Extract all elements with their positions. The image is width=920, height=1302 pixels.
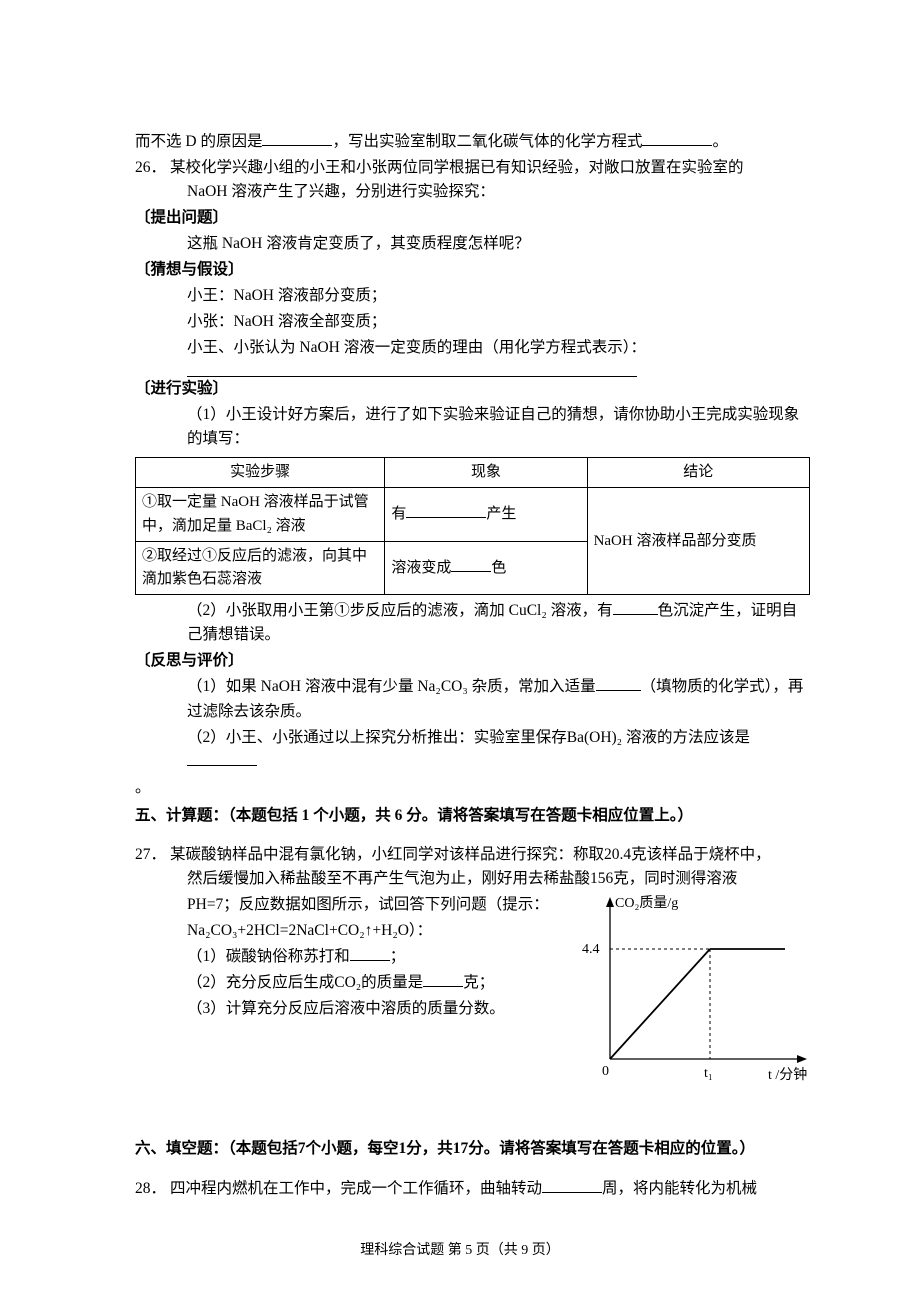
phen1: 有 产生 — [385, 488, 587, 542]
step2: ②取经过①反应后的滤液，向其中滴加紫色石蕊溶液 — [136, 541, 385, 595]
q26-h4: 〔反思与评价〕 — [135, 649, 810, 673]
text: 而不选 D 的原因是 — [135, 133, 262, 150]
q26: 26． 某校化学兴趣小组的小王和小张两位同学根据已有知识经验，对敞口放置在实验室… — [135, 156, 810, 180]
top-line: 而不选 D 的原因是 ，写出实验室制取二氧化碳气体的化学方程式 。 — [135, 130, 810, 154]
chart-svg: CO₂质量/g 4.4 0 t₁ t /分钟 — [570, 889, 820, 1099]
conclusion: NaOH 溶液样品部分变质 — [587, 488, 809, 595]
q26-exp2: （2）小张取用小王第①步反应后的滤液，滴加 CuCl₂ 溶液，有色沉淀产生，证明… — [135, 599, 810, 647]
text: 有 — [391, 506, 406, 522]
q26-g2: 小张：NaOH 溶液全部变质； — [135, 310, 810, 334]
co2-mass-chart: CO₂质量/g 4.4 0 t₁ t /分钟 — [570, 889, 820, 1099]
step1: ①取一定量 NaOH 溶液样品于试管中，滴加足量 BaCl₂ 溶液 — [136, 488, 385, 542]
experiment-table: 实验步骤 现象 结论 ①取一定量 NaOH 溶液样品于试管中，滴加足量 BaCl… — [135, 457, 810, 595]
q26-r2: （2）小王、小张通过以上探究分析推出：实验室里保存Ba(OH)₂ 溶液的方法应该… — [135, 726, 810, 774]
q26-h2: 〔猜想与假设〕 — [135, 258, 810, 282]
text: 溶液变成 — [391, 560, 451, 576]
text: ，写出实验室制取二氧化碳气体的化学方程式 — [332, 133, 642, 150]
q28-number: 28． — [135, 1177, 166, 1201]
blank — [406, 517, 486, 518]
blank — [451, 571, 491, 572]
q28: 28． 四冲程内燃机在工作中，完成一个工作循环，曲轴转动 周，将内能转化为机械 — [135, 1177, 810, 1201]
q26-intro2: NaOH 溶液产生了兴趣，分别进行实验探究： — [135, 180, 810, 204]
origin: 0 — [602, 1064, 609, 1079]
q26-h1: 〔提出问题〕 — [135, 206, 810, 230]
text: 周，将内能转化为机械 — [602, 1180, 757, 1197]
blank — [642, 145, 712, 146]
blank — [542, 1192, 602, 1193]
q26-r2-end: 。 — [135, 776, 810, 800]
blank — [187, 765, 257, 766]
text: （2）小张取用小王第①步反应后的滤液，滴加 CuCl₂ 溶液，有 — [187, 602, 613, 619]
section5-title: 五、计算题：（本题包括 1 个小题，共 6 分。请将答案填写在答题卡相应位置上。… — [135, 804, 810, 828]
y-label: CO₂质量/g — [615, 895, 678, 911]
page-footer: 理科综合试题 第 5 页（共 9 页） — [0, 1240, 920, 1262]
q27-s2: （2）充分反应后生成CO₂的质量是 克； — [135, 971, 535, 995]
table-header-row: 实验步骤 现象 结论 — [136, 458, 810, 488]
data-line-rise — [610, 949, 710, 1059]
y-val: 4.4 — [582, 942, 600, 957]
x-t1: t₁ — [704, 1066, 713, 1081]
text: 四冲程内燃机在工作中，完成一个工作循环，曲轴转动 — [170, 1180, 542, 1197]
text: （2）小王、小张通过以上探究分析推出：实验室里保存Ba(OH)₂ 溶液的方法应该… — [187, 729, 750, 746]
blank — [613, 614, 658, 615]
text: 。 — [712, 133, 728, 150]
q27: 27． 某碳酸钠样品中混有氯化钠，小红同学对该样品进行探究：称取20.4克该样品… — [135, 843, 810, 1021]
q26-h3: 〔进行实验〕 — [135, 377, 810, 401]
blank — [423, 986, 463, 987]
x-arrow-icon — [797, 1055, 807, 1063]
section6-title: 六、填空题：（本题包括7个小题，每空1分，共17分。请将答案填写在答题卡相应的位… — [135, 1137, 810, 1161]
q26-number: 26． — [135, 156, 166, 180]
page: 而不选 D 的原因是，写出实验室制取二氧化碳气体的化学方程式。 26． 某校化学… — [0, 0, 920, 1302]
text: 克； — [463, 974, 494, 991]
text: （1）如果 NaOH 溶液中混有少量 Na₂CO₃ 杂质，常加入适量 — [187, 678, 596, 695]
equation-blank — [187, 360, 637, 377]
q27-l1: 某碳酸钠样品中混有氯化钠，小红同学对该样品进行探究：称取20.4克该样品于烧杯中… — [170, 843, 810, 867]
blank — [262, 145, 332, 146]
q26-exp1: （1）小王设计好方案后，进行了如下实验来验证自己的猜想，请你协助小王完成实验现象… — [135, 403, 810, 451]
text: （2）充分反应后生成CO₂的质量是 — [187, 974, 423, 991]
q26-intro1: 某校化学兴趣小组的小王和小张两位同学根据已有知识经验，对敞口放置在实验室的 — [170, 156, 810, 180]
q28-text: 四冲程内燃机在工作中，完成一个工作循环，曲轴转动 周，将内能转化为机械 — [170, 1177, 810, 1201]
q27-number: 27． — [135, 843, 166, 867]
text: 色 — [491, 560, 506, 576]
col-conclusion: 结论 — [587, 458, 809, 488]
q27-s1: （1）碳酸钠俗称苏打和 ； — [135, 945, 535, 969]
text: （1）碳酸钠俗称苏打和 — [187, 948, 350, 965]
x-label: t /分钟 — [768, 1066, 807, 1083]
y-arrow-icon — [606, 897, 614, 907]
q26-r1: （1）如果 NaOH 溶液中混有少量 Na₂CO₃ 杂质，常加入适量（填物质的化… — [135, 675, 810, 723]
blank — [350, 960, 390, 961]
q26-p1: 这瓶 NaOH 溶液肯定变质了，其变质程度怎样呢？ — [135, 232, 810, 256]
text: ； — [390, 948, 406, 965]
q26-g3: 小王、小张认为 NaOH 溶液一定变质的理由（用化学方程式表示）： — [135, 336, 810, 360]
col-phenomenon: 现象 — [385, 458, 587, 488]
table-row: ①取一定量 NaOH 溶液样品于试管中，滴加足量 BaCl₂ 溶液 有产生 Na… — [136, 488, 810, 542]
q26-g1: 小王：NaOH 溶液部分变质； — [135, 284, 810, 308]
q27-l2: 然后缓慢加入稀盐酸至不再产生气泡为止，刚好用去稀盐酸156克，同时测得溶液 — [135, 867, 810, 891]
text: 产生 — [486, 506, 516, 522]
col-steps: 实验步骤 — [136, 458, 385, 488]
blank — [596, 690, 641, 691]
q27-s3: （3）计算充分反应后溶液中溶质的质量分数。 — [135, 997, 535, 1021]
phen2: 溶液变成 色 — [385, 541, 587, 595]
